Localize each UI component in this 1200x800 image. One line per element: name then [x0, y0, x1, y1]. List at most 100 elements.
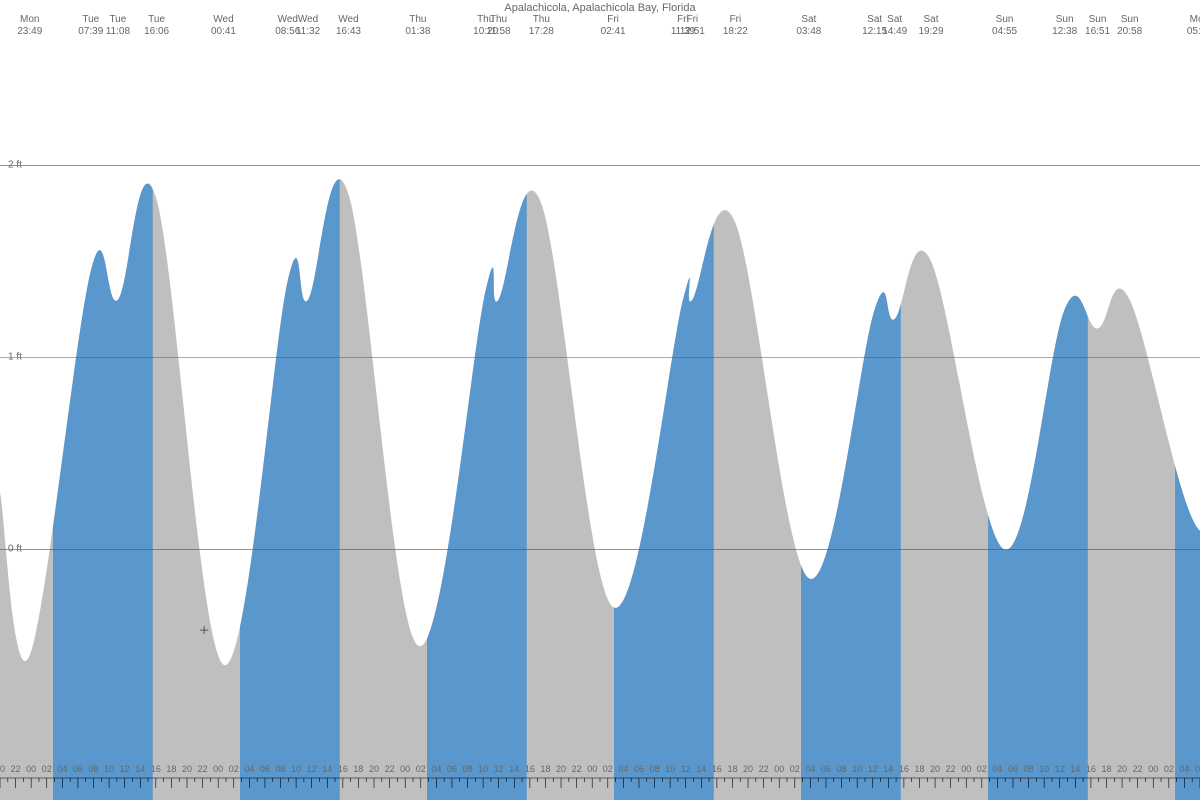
- tide-event-label: Tue11:08: [106, 14, 130, 38]
- x-hour-label: 22: [572, 764, 582, 774]
- x-hour-label: 12: [494, 764, 504, 774]
- x-hour-label: 06: [821, 764, 831, 774]
- tide-event-label: Sun16:51: [1085, 14, 1110, 38]
- tide-event-label: Sun12:38: [1052, 14, 1077, 38]
- x-hour-label: 04: [431, 764, 441, 774]
- x-hour-label: 20: [182, 764, 192, 774]
- x-hour-label: 20: [743, 764, 753, 774]
- x-hour-label: 18: [727, 764, 737, 774]
- tide-event-label: Sat14:49: [882, 14, 907, 38]
- y-gridline-label: 0 ft: [8, 544, 22, 555]
- x-hour-label: 08: [276, 764, 286, 774]
- x-hour-label: 02: [416, 764, 426, 774]
- x-hour-label: 10: [104, 764, 114, 774]
- x-hour-label: 20: [0, 764, 5, 774]
- y-gridline-label: 2 ft: [8, 160, 22, 171]
- x-hour-label: 14: [696, 764, 706, 774]
- x-hour-label: 06: [73, 764, 83, 774]
- x-hour-label: 12: [681, 764, 691, 774]
- x-hour-label: 20: [369, 764, 379, 774]
- x-hour-label: 18: [166, 764, 176, 774]
- x-hour-label: 22: [759, 764, 769, 774]
- x-hour-label: 12: [307, 764, 317, 774]
- event-header: Mon23:49 Tue07:39Tue11:08 Tue16:06 Wed00:41…: [0, 14, 1200, 42]
- x-hour-label: 18: [540, 764, 550, 774]
- tide-event-label: Thu01:38: [405, 14, 430, 38]
- x-hour-label: 08: [463, 764, 473, 774]
- x-hour-label: 10: [665, 764, 675, 774]
- x-hour-label: 00: [213, 764, 223, 774]
- x-hour-label: 04: [244, 764, 254, 774]
- tide-event-label: Tue07:39: [78, 14, 103, 38]
- y-gridline-label: 1 ft: [8, 352, 22, 363]
- x-hour-label: 08: [837, 764, 847, 774]
- tide-event-label: Thu11:58: [486, 14, 510, 38]
- x-hour-label: 00: [1148, 764, 1158, 774]
- x-hour-label: 20: [1117, 764, 1127, 774]
- x-hour-label: 04: [805, 764, 815, 774]
- x-hour-label: 12: [868, 764, 878, 774]
- x-hour-label: 02: [603, 764, 613, 774]
- tide-event-label: Sat19:29: [918, 14, 943, 38]
- x-hour-label: 02: [1164, 764, 1174, 774]
- x-hour-label: 06: [634, 764, 644, 774]
- tide-event-label: Wed16:43: [336, 14, 361, 38]
- x-hour-label: 06: [1008, 764, 1018, 774]
- tide-event-label: Tue16:06: [144, 14, 169, 38]
- tide-event-label: Thu17:28: [529, 14, 554, 38]
- x-hour-label: 12: [1055, 764, 1065, 774]
- x-hour-label: 04: [992, 764, 1002, 774]
- x-hour-label: 12: [120, 764, 130, 774]
- x-hour-label: 22: [11, 764, 21, 774]
- x-hour-label: 18: [914, 764, 924, 774]
- x-hour-label: 22: [946, 764, 956, 774]
- tide-event-label: Sun20:58: [1117, 14, 1142, 38]
- x-hour-label: 20: [556, 764, 566, 774]
- x-hour-label: 00: [774, 764, 784, 774]
- x-hour-label: 22: [198, 764, 208, 774]
- x-hour-label: 14: [883, 764, 893, 774]
- x-hour-label: 22: [1133, 764, 1143, 774]
- chart-title: Apalachicola, Apalachicola Bay, Florida: [0, 2, 1200, 14]
- x-hour-label: 10: [1039, 764, 1049, 774]
- x-hour-label: 18: [1101, 764, 1111, 774]
- x-hour-label: 14: [322, 764, 332, 774]
- x-hour-label: 08: [650, 764, 660, 774]
- x-hour-label: 06: [1195, 764, 1200, 774]
- x-hour-label: 08: [88, 764, 98, 774]
- x-hour-label: 04: [57, 764, 67, 774]
- tide-event-label: Fri12:51: [680, 14, 705, 38]
- x-hour-label: 16: [525, 764, 535, 774]
- x-hour-label: 20: [930, 764, 940, 774]
- chart-svg: [0, 0, 1200, 800]
- x-hour-label: 10: [852, 764, 862, 774]
- x-hour-label: 22: [385, 764, 395, 774]
- x-hour-label: 16: [712, 764, 722, 774]
- x-hour-label: 08: [1024, 764, 1034, 774]
- x-hour-label: 18: [353, 764, 363, 774]
- x-hour-label: 14: [509, 764, 519, 774]
- tide-event-label: Wed00:41: [211, 14, 236, 38]
- tide-event-label: Mon05:55: [1187, 14, 1200, 38]
- tide-chart: Apalachicola, Apalachicola Bay, Florida …: [0, 0, 1200, 800]
- x-hour-label: 00: [587, 764, 597, 774]
- tide-event-label: Sun04:55: [992, 14, 1017, 38]
- x-hour-label: 10: [291, 764, 301, 774]
- x-hour-label: 04: [1179, 764, 1189, 774]
- x-hour-label: 16: [1086, 764, 1096, 774]
- x-hour-label: 16: [151, 764, 161, 774]
- x-hour-label: 14: [1070, 764, 1080, 774]
- tide-event-label: Mon23:49: [17, 14, 42, 38]
- x-hour-label: 10: [478, 764, 488, 774]
- x-hour-label: 02: [42, 764, 52, 774]
- x-hour-label: 06: [447, 764, 457, 774]
- x-hour-label: 00: [26, 764, 36, 774]
- x-hour-label: 02: [229, 764, 239, 774]
- tide-event-label: Fri18:22: [723, 14, 748, 38]
- x-hour-label: 04: [618, 764, 628, 774]
- x-hour-label: 02: [790, 764, 800, 774]
- x-hour-label: 06: [260, 764, 270, 774]
- x-hour-label: 14: [135, 764, 145, 774]
- x-hour-label: 02: [977, 764, 987, 774]
- tide-event-label: Fri02:41: [601, 14, 626, 38]
